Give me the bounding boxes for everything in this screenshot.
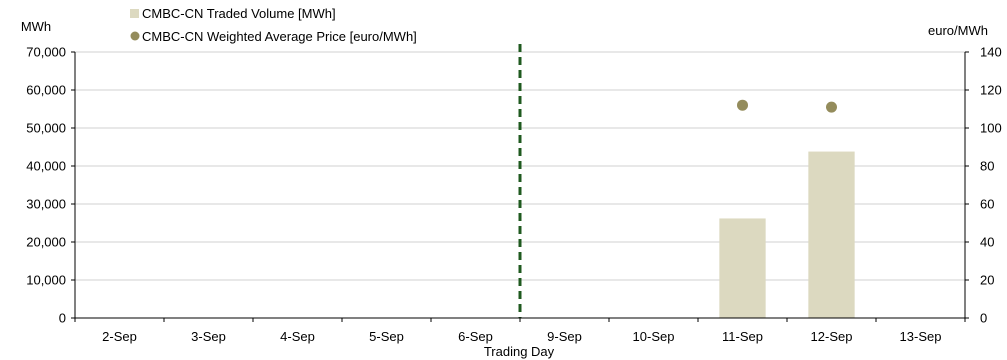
x-tick-label: 13-Sep xyxy=(900,329,942,344)
legend-label-price: CMBC-CN Weighted Average Price [euro/MWh… xyxy=(142,29,417,44)
y-right-tick-label: 0 xyxy=(980,311,987,326)
x-tick-label: 12-Sep xyxy=(811,329,853,344)
y-left-tick-label: 70,000 xyxy=(26,45,66,60)
y-left-tick-label: 0 xyxy=(59,311,66,326)
x-tick-label: 4-Sep xyxy=(280,329,315,344)
y-right-tick-label: 20 xyxy=(980,273,994,288)
x-tick-label: 10-Sep xyxy=(633,329,675,344)
y-left-tick-label: 60,000 xyxy=(26,83,66,98)
legend-label-volume: CMBC-CN Traded Volume [MWh] xyxy=(142,6,336,21)
x-tick-label: 11-Sep xyxy=(722,329,763,344)
x-axis-label: Trading Day xyxy=(484,344,555,359)
y-right-tick-label: 100 xyxy=(980,121,1002,136)
y-right-tick-label: 140 xyxy=(980,45,1002,60)
y-left-tick-label: 10,000 xyxy=(26,273,66,288)
y-left-unit: MWh xyxy=(21,19,51,34)
x-tick-label: 2-Sep xyxy=(102,329,137,344)
volume-bar xyxy=(719,218,766,318)
x-tick-label: 6-Sep xyxy=(458,329,493,344)
price-points xyxy=(737,99,837,113)
x-tick-label: 9-Sep xyxy=(547,329,582,344)
y-right-unit: euro/MWh xyxy=(928,23,988,38)
y-right-tick-label: 40 xyxy=(980,235,994,250)
axes: 0 10,000 20,000 30,000 40,000 50,000 60,000 70,… xyxy=(26,45,1001,345)
y-left-tick-label: 50,000 xyxy=(26,121,66,136)
y-right-tick-label: 120 xyxy=(980,83,1002,98)
price-point xyxy=(826,101,837,113)
volume-bars xyxy=(719,151,855,318)
x-tick-label: 3-Sep xyxy=(191,329,226,344)
y-left-tick-label: 40,000 xyxy=(26,159,66,174)
price-point xyxy=(737,99,748,111)
legend-marker-price xyxy=(130,31,140,41)
legend: CMBC-CN Traded Volume [MWh] CMBC-CN Weig… xyxy=(130,6,417,44)
y-left-tick-label: 30,000 xyxy=(26,197,66,212)
y-right-tick-label: 80 xyxy=(980,159,994,174)
volume-bar xyxy=(808,151,855,318)
y-left-tick-label: 20,000 xyxy=(26,235,66,250)
y-right-tick-label: 60 xyxy=(980,197,994,212)
legend-swatch-volume xyxy=(130,9,139,18)
x-tick-label: 5-Sep xyxy=(369,329,404,344)
